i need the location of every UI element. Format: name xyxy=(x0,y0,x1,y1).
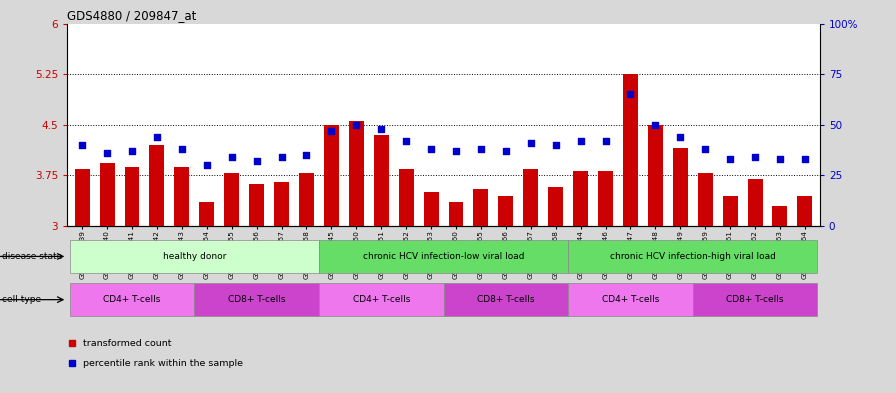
Text: CD4+ T-cells: CD4+ T-cells xyxy=(352,295,409,304)
Bar xyxy=(747,179,762,226)
Bar xyxy=(399,169,414,226)
Point xyxy=(274,154,289,160)
Bar xyxy=(673,149,688,226)
Bar xyxy=(568,283,693,316)
Bar xyxy=(698,173,712,226)
Bar xyxy=(70,283,194,316)
Bar xyxy=(125,167,140,226)
Bar xyxy=(274,182,289,226)
Bar xyxy=(224,173,239,226)
Bar xyxy=(349,121,364,226)
Point xyxy=(624,91,638,97)
Bar xyxy=(319,283,444,316)
Point xyxy=(150,134,164,140)
Point xyxy=(324,128,339,134)
Point xyxy=(399,138,413,144)
Text: chronic HCV infection-high viral load: chronic HCV infection-high viral load xyxy=(610,252,776,261)
Bar xyxy=(449,202,463,226)
Text: disease state: disease state xyxy=(2,252,62,261)
Point xyxy=(772,156,787,162)
Point xyxy=(374,126,388,132)
Bar xyxy=(623,74,638,226)
Point xyxy=(424,146,438,152)
Bar xyxy=(199,202,214,226)
Point xyxy=(673,134,687,140)
Point xyxy=(723,156,737,162)
Bar xyxy=(74,169,90,226)
Bar xyxy=(175,167,189,226)
Bar xyxy=(323,125,339,226)
Bar xyxy=(194,283,319,316)
Text: transformed count: transformed count xyxy=(83,339,172,348)
Bar xyxy=(473,189,488,226)
Text: CD4+ T-cells: CD4+ T-cells xyxy=(103,295,160,304)
Point xyxy=(100,150,115,156)
Bar xyxy=(249,184,264,226)
Bar xyxy=(374,135,389,226)
Bar xyxy=(693,283,817,316)
Bar xyxy=(70,240,319,273)
Text: healthy donor: healthy donor xyxy=(162,252,226,261)
Text: cell type: cell type xyxy=(2,295,41,304)
Bar xyxy=(523,169,538,226)
Point xyxy=(175,146,189,152)
Bar xyxy=(797,196,813,226)
Text: GDS4880 / 209847_at: GDS4880 / 209847_at xyxy=(67,9,196,22)
Point xyxy=(548,142,563,148)
Text: chronic HCV infection-low viral load: chronic HCV infection-low viral load xyxy=(363,252,524,261)
Text: CD8+ T-cells: CD8+ T-cells xyxy=(727,295,784,304)
Bar xyxy=(319,240,568,273)
Point xyxy=(474,146,488,152)
Point xyxy=(573,138,588,144)
Point xyxy=(748,154,762,160)
Bar xyxy=(299,173,314,226)
Bar xyxy=(648,125,663,226)
Bar xyxy=(548,187,564,226)
Bar xyxy=(498,196,513,226)
Bar xyxy=(598,171,613,226)
Point xyxy=(125,148,139,154)
Point xyxy=(648,122,662,128)
Text: percentile rank within the sample: percentile rank within the sample xyxy=(83,359,244,367)
Text: CD8+ T-cells: CD8+ T-cells xyxy=(477,295,535,304)
Point xyxy=(75,142,90,148)
Bar xyxy=(568,240,817,273)
Text: CD4+ T-cells: CD4+ T-cells xyxy=(602,295,659,304)
Point xyxy=(225,154,239,160)
Point xyxy=(499,148,513,154)
Point xyxy=(299,152,314,158)
Bar xyxy=(99,163,115,226)
Point xyxy=(349,122,364,128)
Bar xyxy=(444,283,568,316)
Bar xyxy=(723,196,737,226)
Point xyxy=(599,138,613,144)
Point xyxy=(249,158,263,164)
Bar xyxy=(573,171,588,226)
Point xyxy=(797,156,812,162)
Point xyxy=(200,162,214,169)
Bar xyxy=(424,192,438,226)
Point xyxy=(698,146,712,152)
Bar xyxy=(150,145,164,226)
Bar xyxy=(772,206,788,226)
Point xyxy=(449,148,463,154)
Point xyxy=(523,140,538,146)
Text: CD8+ T-cells: CD8+ T-cells xyxy=(228,295,285,304)
